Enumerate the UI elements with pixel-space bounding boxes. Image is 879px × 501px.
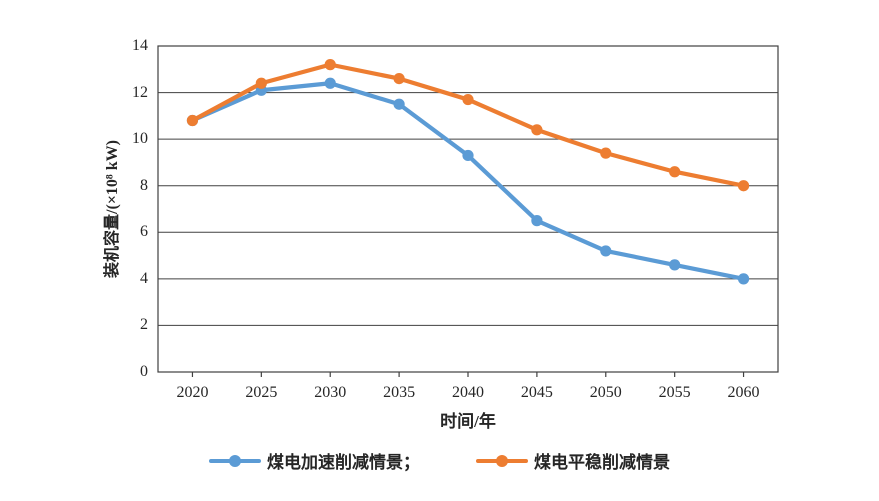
- y-axis-title: 装机容量/(×10⁸ kW): [104, 140, 121, 278]
- y-tick-label: 4: [140, 269, 148, 287]
- data-point-marker: [669, 166, 681, 178]
- legend-item-steady-reduction: 煤电平稳削减情景: [476, 448, 670, 473]
- data-point-marker: [393, 73, 405, 85]
- y-tick-label: 2: [140, 316, 148, 334]
- x-tick-label: 2025: [245, 384, 278, 401]
- y-tick-label: 14: [132, 37, 148, 54]
- data-point-marker: [462, 149, 474, 162]
- x-tick-label: 2035: [383, 384, 416, 401]
- y-tick-label: 0: [140, 363, 148, 380]
- legend-line-dot-icon: [209, 454, 261, 467]
- x-axis-ticks: [191, 372, 745, 377]
- legend-dot-swatch: [229, 454, 241, 467]
- data-point-marker: [324, 77, 336, 89]
- series-line: [190, 62, 746, 188]
- x-tick-label: 2040: [452, 384, 484, 401]
- plot-area: [157, 45, 779, 377]
- data-point-marker: [669, 259, 681, 271]
- y-tick-label: 12: [132, 83, 148, 101]
- series-accelerated-reduction: [186, 77, 750, 285]
- x-tick-label: 2050: [589, 384, 622, 401]
- x-tick-label: 2045: [520, 384, 553, 401]
- data-point-marker: [531, 215, 543, 227]
- data-point-marker: [531, 124, 543, 136]
- data-point-marker: [600, 245, 612, 257]
- data-point-marker: [737, 180, 750, 192]
- y-tick-label: 10: [132, 130, 148, 148]
- series-line: [190, 81, 746, 281]
- x-axis-title: 时间/年: [440, 412, 496, 431]
- x-tick-label: 2030: [314, 384, 347, 401]
- data-point-marker: [737, 273, 750, 285]
- legend-item-accelerated-reduction: 煤电加速削减情景；: [209, 448, 420, 473]
- chart-legend: 煤电加速削减情景； 煤电平稳削减情景: [0, 448, 879, 473]
- y-tick-label: 6: [140, 223, 148, 241]
- y-tick-label: 8: [140, 176, 148, 194]
- legend-dot-swatch: [496, 454, 508, 467]
- x-tick-label: 2055: [658, 384, 691, 401]
- series-steady-reduction: [186, 59, 750, 192]
- data-point-marker: [600, 147, 612, 159]
- data-point-marker: [462, 93, 474, 106]
- legend-label-accelerated-reduction: 煤电加速削减情景；: [267, 453, 420, 472]
- data-point-marker: [393, 98, 405, 110]
- data-point-marker: [186, 114, 199, 127]
- x-tick-label: 2020: [176, 384, 209, 401]
- legend-label-steady-reduction: 煤电平稳削减情景: [534, 453, 670, 472]
- legend-line-dot-icon: [476, 454, 528, 467]
- data-point-marker: [324, 59, 336, 71]
- data-point-marker: [255, 77, 267, 89]
- x-tick-label: 2060: [727, 384, 760, 401]
